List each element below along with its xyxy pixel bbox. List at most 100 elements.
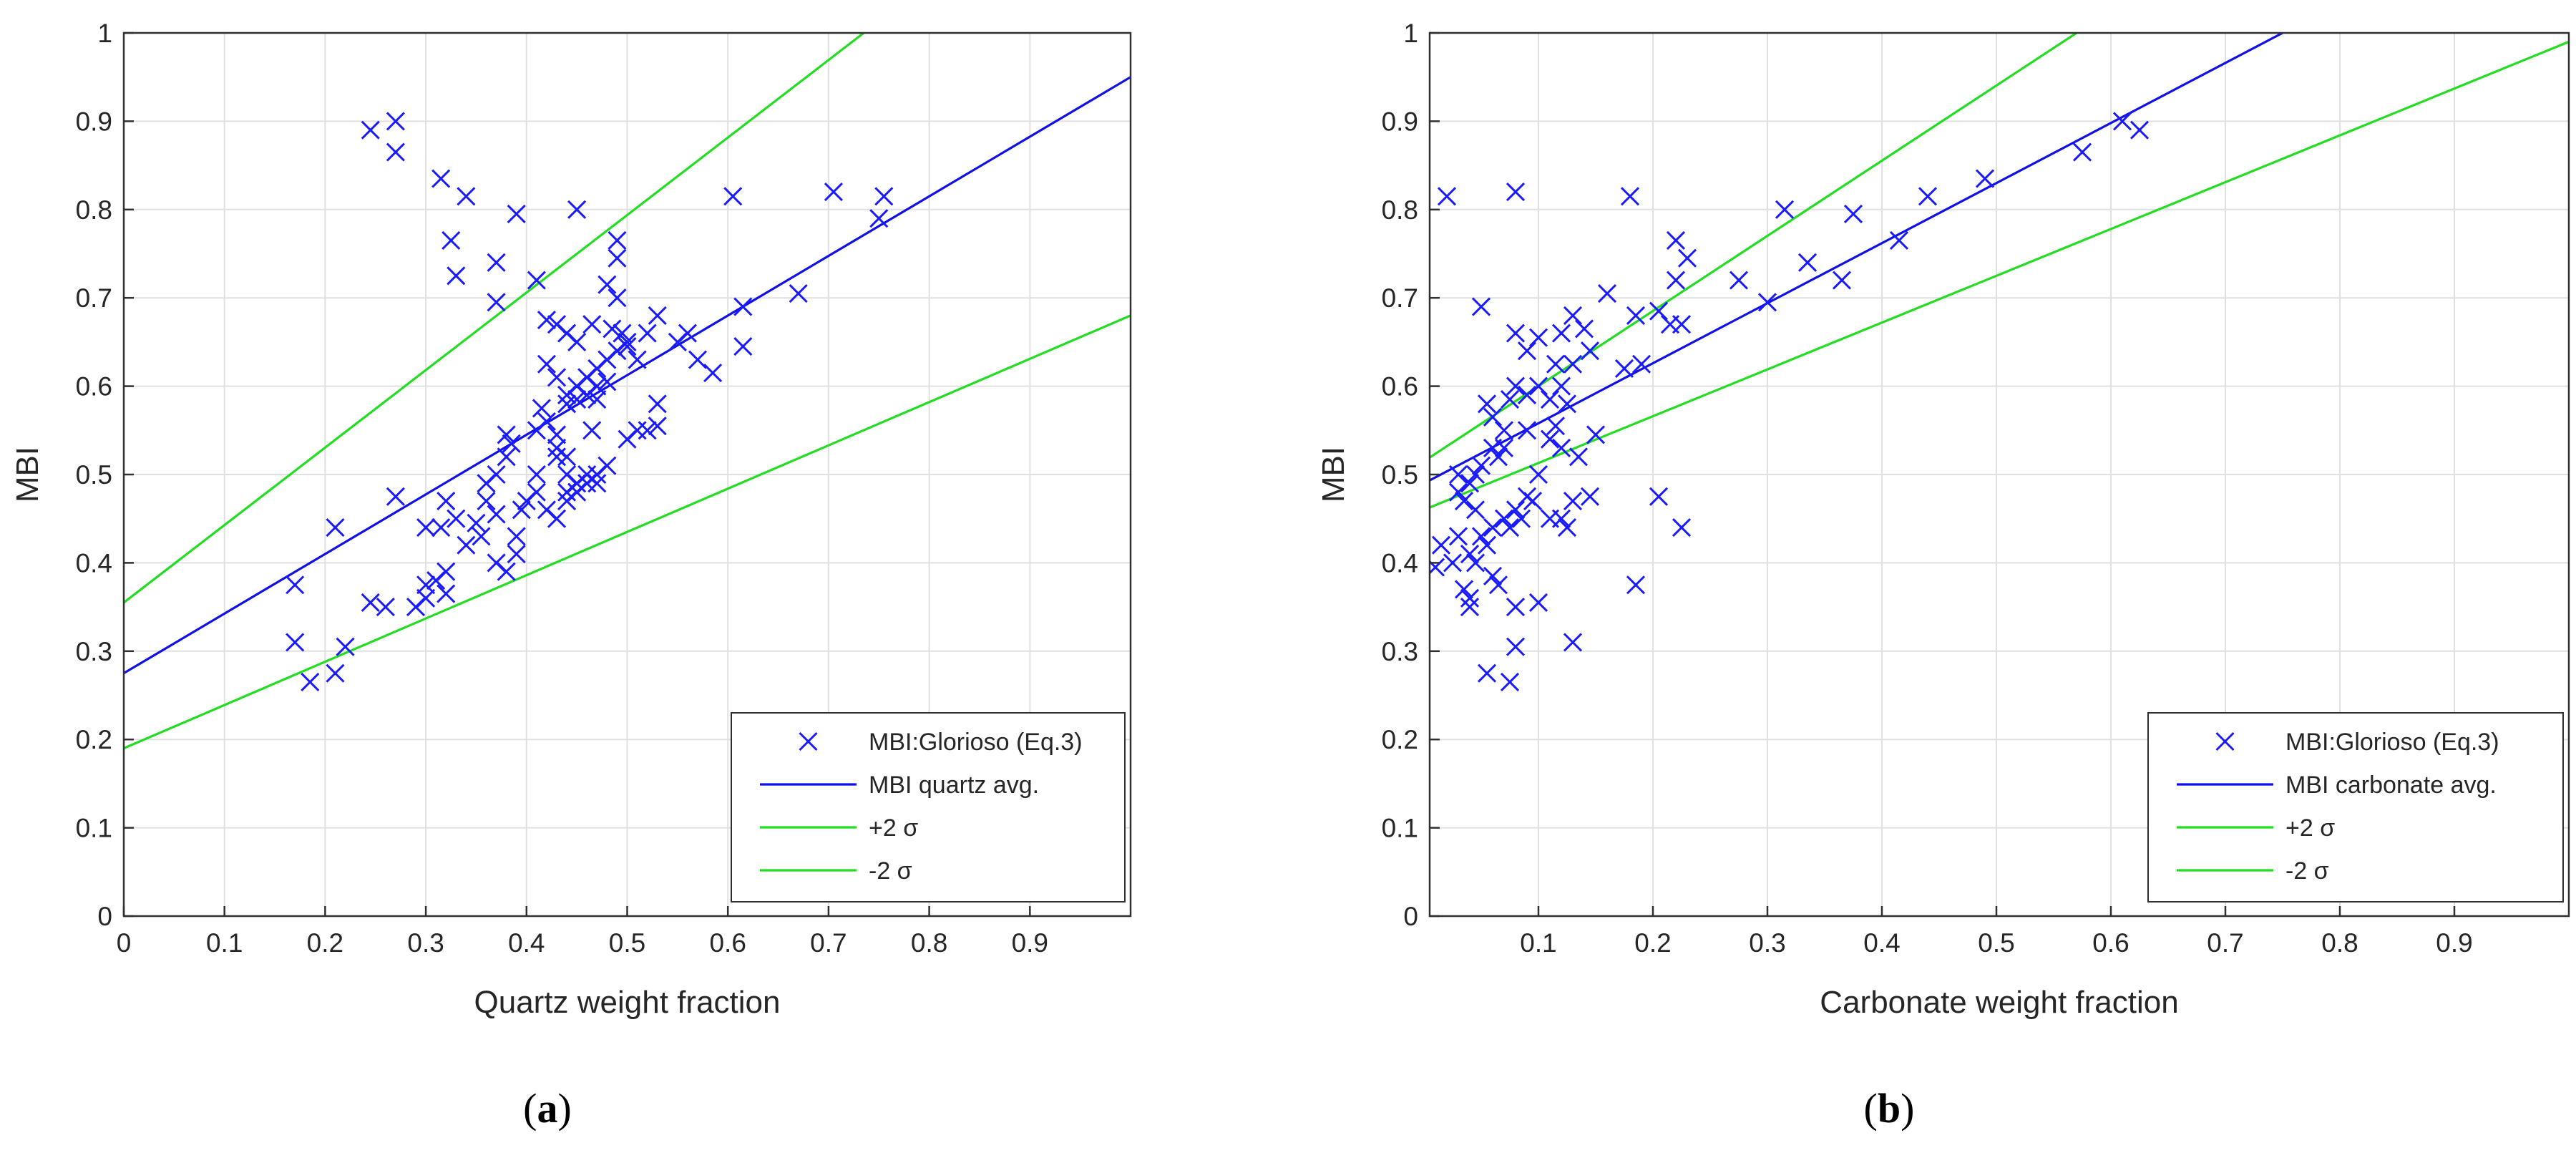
data-point — [688, 350, 708, 369]
data-point — [1511, 509, 1531, 528]
data-point — [336, 637, 355, 656]
y-tick-label: 0 — [1403, 902, 1418, 931]
data-point — [1430, 558, 1445, 577]
data-point — [597, 372, 617, 391]
data-point — [1672, 315, 1692, 334]
data-point — [1551, 509, 1571, 528]
minus-2-sigma-line — [124, 314, 1131, 750]
x-tick-label: 0.4 — [1863, 928, 1900, 958]
data-point — [527, 271, 546, 290]
data-point — [1454, 491, 1474, 511]
data-point — [1666, 230, 1686, 250]
data-point — [1677, 248, 1697, 268]
data-point — [1551, 438, 1571, 458]
data-point — [1460, 544, 1480, 564]
legend-entry-label: MBI:Glorioso (Eq.3) — [869, 729, 1083, 756]
data-point — [1506, 183, 1526, 202]
data-point — [547, 368, 567, 387]
y-tick-label: 0.3 — [1382, 637, 1418, 666]
legend-entry-label: MBI carbonate avg. — [2285, 772, 2497, 799]
data-point — [1563, 354, 1583, 374]
data-point — [1437, 187, 1457, 206]
x-tick-label: 0.2 — [1634, 928, 1671, 958]
data-point — [618, 337, 637, 356]
data-point — [1494, 421, 1514, 440]
data-point — [361, 593, 380, 612]
data-point — [1494, 438, 1514, 458]
data-point — [824, 183, 844, 202]
data-point — [648, 417, 667, 436]
legend: MBI:Glorioso (Eq.3) MBI quartz avg. +2 σ -2… — [731, 712, 1126, 903]
data-point — [1729, 271, 1749, 290]
data-point — [512, 500, 531, 520]
data-point — [326, 663, 345, 683]
data-point — [733, 297, 753, 316]
minus-2-sigma-line — [1430, 40, 2569, 509]
data-point — [597, 456, 617, 475]
data-point — [547, 425, 567, 444]
data-point — [376, 598, 395, 617]
data-point — [1471, 297, 1491, 316]
data-point — [1517, 421, 1537, 440]
legend-entry-label: MBI quartz avg. — [869, 772, 1039, 799]
data-point — [1528, 376, 1548, 396]
data-point — [2072, 142, 2092, 162]
data-point — [638, 323, 657, 343]
data-point — [1477, 394, 1497, 414]
data-point — [1528, 593, 1548, 612]
data-point — [386, 142, 405, 162]
y-tick-label: 0.8 — [1382, 195, 1418, 225]
data-point — [608, 288, 627, 308]
data-point — [1672, 517, 1692, 537]
data-point — [527, 482, 546, 502]
data-point — [1471, 527, 1491, 546]
data-point — [497, 425, 516, 444]
data-point — [497, 447, 516, 467]
data-point — [638, 421, 657, 440]
data-point — [507, 527, 526, 546]
data-point — [628, 350, 647, 369]
data-point — [608, 248, 627, 268]
x-tick-label: 0.9 — [2436, 928, 2472, 958]
x-tick-label: 0.9 — [1012, 928, 1048, 958]
data-point — [1832, 271, 1852, 290]
data-point — [1557, 394, 1577, 414]
data-point — [436, 584, 456, 603]
data-point — [613, 323, 632, 343]
data-point — [1649, 301, 1669, 321]
data-point — [286, 633, 305, 652]
data-point — [1431, 535, 1451, 555]
data-point — [447, 509, 466, 528]
y-tick-label: 0.3 — [76, 637, 112, 666]
data-point — [1540, 429, 1560, 449]
y-tick-label: 0.6 — [76, 372, 112, 402]
data-point — [497, 562, 516, 581]
data-point — [441, 230, 461, 250]
data-point — [537, 310, 557, 330]
data-point — [557, 482, 577, 502]
y-tick-label: 0.9 — [1382, 107, 1418, 136]
data-point — [487, 253, 506, 272]
x-axis-label: Quartz weight fraction — [474, 985, 781, 1020]
y-axis-label: MBI — [10, 447, 45, 502]
legend-marker-x — [2215, 731, 2235, 751]
data-point — [1483, 407, 1503, 427]
data-point — [1540, 390, 1560, 409]
data-point — [1797, 253, 1818, 272]
data-point — [386, 487, 405, 506]
data-point — [557, 394, 577, 414]
legend-marker-x — [799, 731, 818, 751]
caption-a: (a) — [523, 1085, 572, 1132]
data-point — [1488, 447, 1508, 467]
y-tick-label: 0.2 — [76, 725, 112, 754]
plus-2-sigma-line — [124, 33, 865, 604]
data-point — [527, 421, 546, 440]
legend-entry-label: -2 σ — [869, 857, 912, 885]
y-tick-label: 0.6 — [1382, 372, 1418, 402]
data-point — [507, 204, 526, 224]
data-point — [457, 535, 476, 555]
data-point — [723, 187, 743, 206]
data-point — [1563, 491, 1583, 511]
data-point — [1477, 663, 1497, 683]
data-point — [608, 230, 627, 250]
